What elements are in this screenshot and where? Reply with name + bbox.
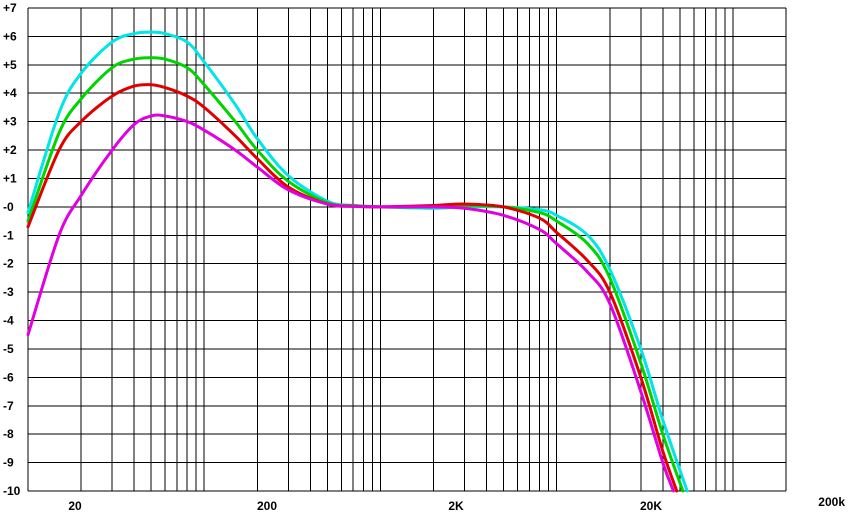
y-tick-label: -8 (3, 427, 14, 441)
y-tick-label: +7 (3, 1, 17, 15)
grid (27, 7, 787, 492)
x-axis-labels: 20 200 2K 20K 200k (68, 495, 845, 513)
y-tick-label: +5 (3, 58, 17, 72)
y-tick-label: +4 (3, 86, 17, 100)
series-line-2 (26, 56, 685, 493)
y-tick-label: -5 (3, 342, 14, 356)
series-line-4 (26, 113, 675, 493)
y-tick-label: -7 (3, 399, 14, 413)
x-tick-label: 200k (818, 495, 845, 509)
y-tick-label: -4 (3, 314, 14, 328)
y-tick-label: -9 (3, 456, 14, 470)
y-axis-labels: +7 +6 +5 +4 +3 +2 +1 -0 -1 -2 -3 -4 -5 -6 -7 -8 -9 -10 (3, 1, 21, 498)
series-lines (26, 30, 689, 493)
x-tick-label: 200 (257, 499, 277, 513)
y-tick-label: +2 (3, 143, 17, 157)
y-tick-label: +3 (3, 115, 17, 129)
y-tick-label: -6 (3, 370, 14, 384)
series-line-3 (26, 83, 679, 493)
y-tick-label: -3 (3, 285, 14, 299)
y-tick-label: -0 (3, 200, 14, 214)
y-tick-label: +6 (3, 29, 17, 43)
x-tick-label: 20K (640, 499, 662, 513)
x-tick-label: 20 (68, 499, 82, 513)
y-tick-label: -2 (3, 257, 14, 271)
y-tick-label: -1 (3, 228, 14, 242)
x-tick-label: 2K (448, 499, 464, 513)
y-tick-label: -10 (3, 484, 21, 498)
y-tick-label: +1 (3, 171, 17, 185)
